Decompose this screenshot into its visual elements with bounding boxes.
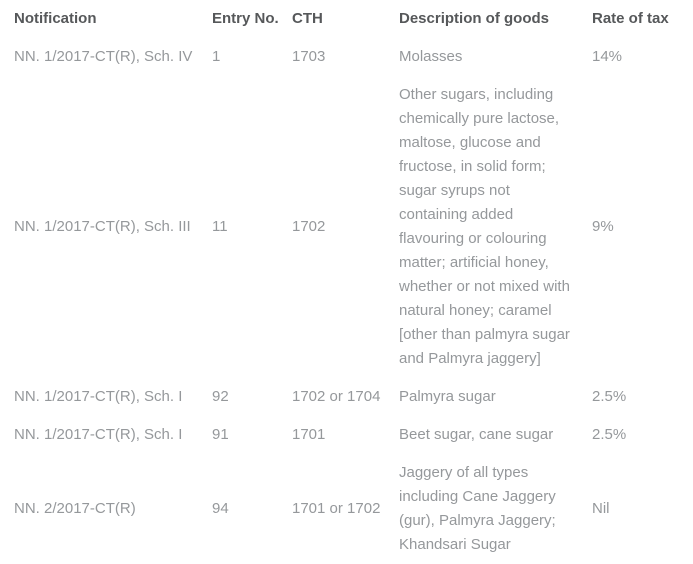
cell-cth: 1701 [292, 426, 326, 443]
cell-cth: 1702 [292, 218, 326, 235]
table-row: NN. 2/2017-CT(R) 94 1701 or 1702 Jaggery… [14, 454, 693, 564]
table-row: NN. 1/2017-CT(R), Sch. I 91 1701 Beet su… [14, 416, 693, 454]
cell-notification: NN. 1/2017-CT(R), Sch. IV [14, 48, 193, 65]
cell-description: Palmyra sugar [399, 388, 496, 405]
cell-rate-of-tax: Nil [592, 500, 610, 517]
cell-entry-no: 94 [212, 500, 229, 517]
cell-entry-no: 92 [212, 388, 229, 405]
table-row: NN. 1/2017-CT(R), Sch. III 11 1702 Other… [14, 76, 693, 378]
cell-notification: NN. 1/2017-CT(R), Sch. I [14, 426, 183, 443]
cell-description: Beet sugar, cane sugar [399, 426, 554, 443]
cell-cth: 1702 or 1704 [292, 388, 381, 405]
cell-cth: 1703 [292, 48, 326, 65]
column-header-description: Description of goods [399, 10, 549, 27]
cell-rate-of-tax: 14% [592, 48, 623, 65]
column-header-rate: Rate of tax [592, 10, 669, 27]
cell-description: Jaggery of all types including Cane Jagg… [399, 464, 556, 553]
table-row: NN. 1/2017-CT(R), Sch. I 92 1702 or 1704… [14, 378, 693, 416]
cell-entry-no: 91 [212, 426, 229, 443]
cell-notification: NN. 1/2017-CT(R), Sch. I [14, 388, 183, 405]
cell-description: Other sugars, including chemically pure … [399, 86, 570, 367]
column-header-cth: CTH [292, 10, 323, 27]
cell-notification: NN. 2/2017-CT(R) [14, 500, 136, 517]
column-header-entry_no: Entry No. [212, 10, 279, 27]
cell-entry-no: 11 [212, 218, 228, 235]
cell-rate-of-tax: 9% [592, 218, 614, 235]
header-row: Notification Entry No. CTH Description of g… [14, 0, 693, 38]
cell-notification: NN. 1/2017-CT(R), Sch. III [14, 218, 191, 235]
tax-rate-table: Notification Entry No. CTH Description of g… [14, 0, 693, 564]
cell-cth: 1701 or 1702 [292, 500, 381, 517]
cell-entry-no: 1 [212, 48, 221, 65]
cell-rate-of-tax: 2.5% [592, 426, 627, 443]
cell-rate-of-tax: 2.5% [592, 388, 627, 405]
column-header-notification: Notification [14, 10, 97, 27]
cell-description: Molasses [399, 48, 463, 65]
table-row: NN. 1/2017-CT(R), Sch. IV 1 1703 Molasse… [14, 38, 693, 76]
